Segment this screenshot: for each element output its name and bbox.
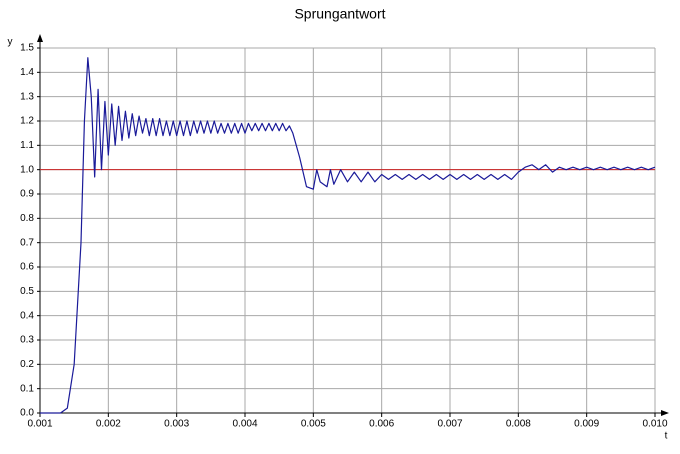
x-tick-label: 0.007 [437, 419, 462, 430]
y-tick-label: 0.1 [20, 383, 34, 394]
x-tick-label: 0.002 [96, 419, 121, 430]
x-axis-label: t [665, 431, 668, 442]
y-tick-label: 0.6 [20, 262, 34, 273]
y-axis-label: y [8, 37, 13, 48]
x-tick-label: 0.009 [574, 419, 599, 430]
y-tick-label: 1.3 [20, 91, 34, 102]
x-tick-label: 0.005 [301, 419, 326, 430]
y-tick-label: 1.5 [20, 43, 34, 54]
y-tick-label: 0.5 [20, 286, 34, 297]
y-tick-label: 1.2 [20, 116, 34, 127]
x-tick-label: 0.004 [232, 419, 257, 430]
x-tick-label: 0.008 [506, 419, 531, 430]
y-tick-label: 0.2 [20, 359, 34, 370]
y-tick-label: 1.1 [20, 140, 34, 151]
x-tick-label: 0.003 [164, 419, 189, 430]
x-tick-label: 0.010 [642, 419, 667, 430]
y-tick-label: 0.8 [20, 213, 34, 224]
y-tick-label: 1.0 [20, 164, 34, 175]
x-tick-label: 0.006 [369, 419, 394, 430]
y-tick-label: 0.9 [20, 189, 34, 200]
y-axis-arrow [37, 34, 43, 42]
x-tick-label: 0.001 [27, 419, 52, 430]
chart-title: Sprungantwort [294, 6, 385, 22]
y-tick-label: 0.7 [20, 237, 34, 248]
y-tick-label: 1.4 [20, 67, 34, 78]
series-line [40, 57, 656, 414]
x-axis-arrow [661, 410, 669, 416]
y-tick-label: 0.0 [20, 408, 34, 419]
y-tick-label: 0.4 [20, 310, 34, 321]
y-tick-label: 0.3 [20, 335, 34, 346]
